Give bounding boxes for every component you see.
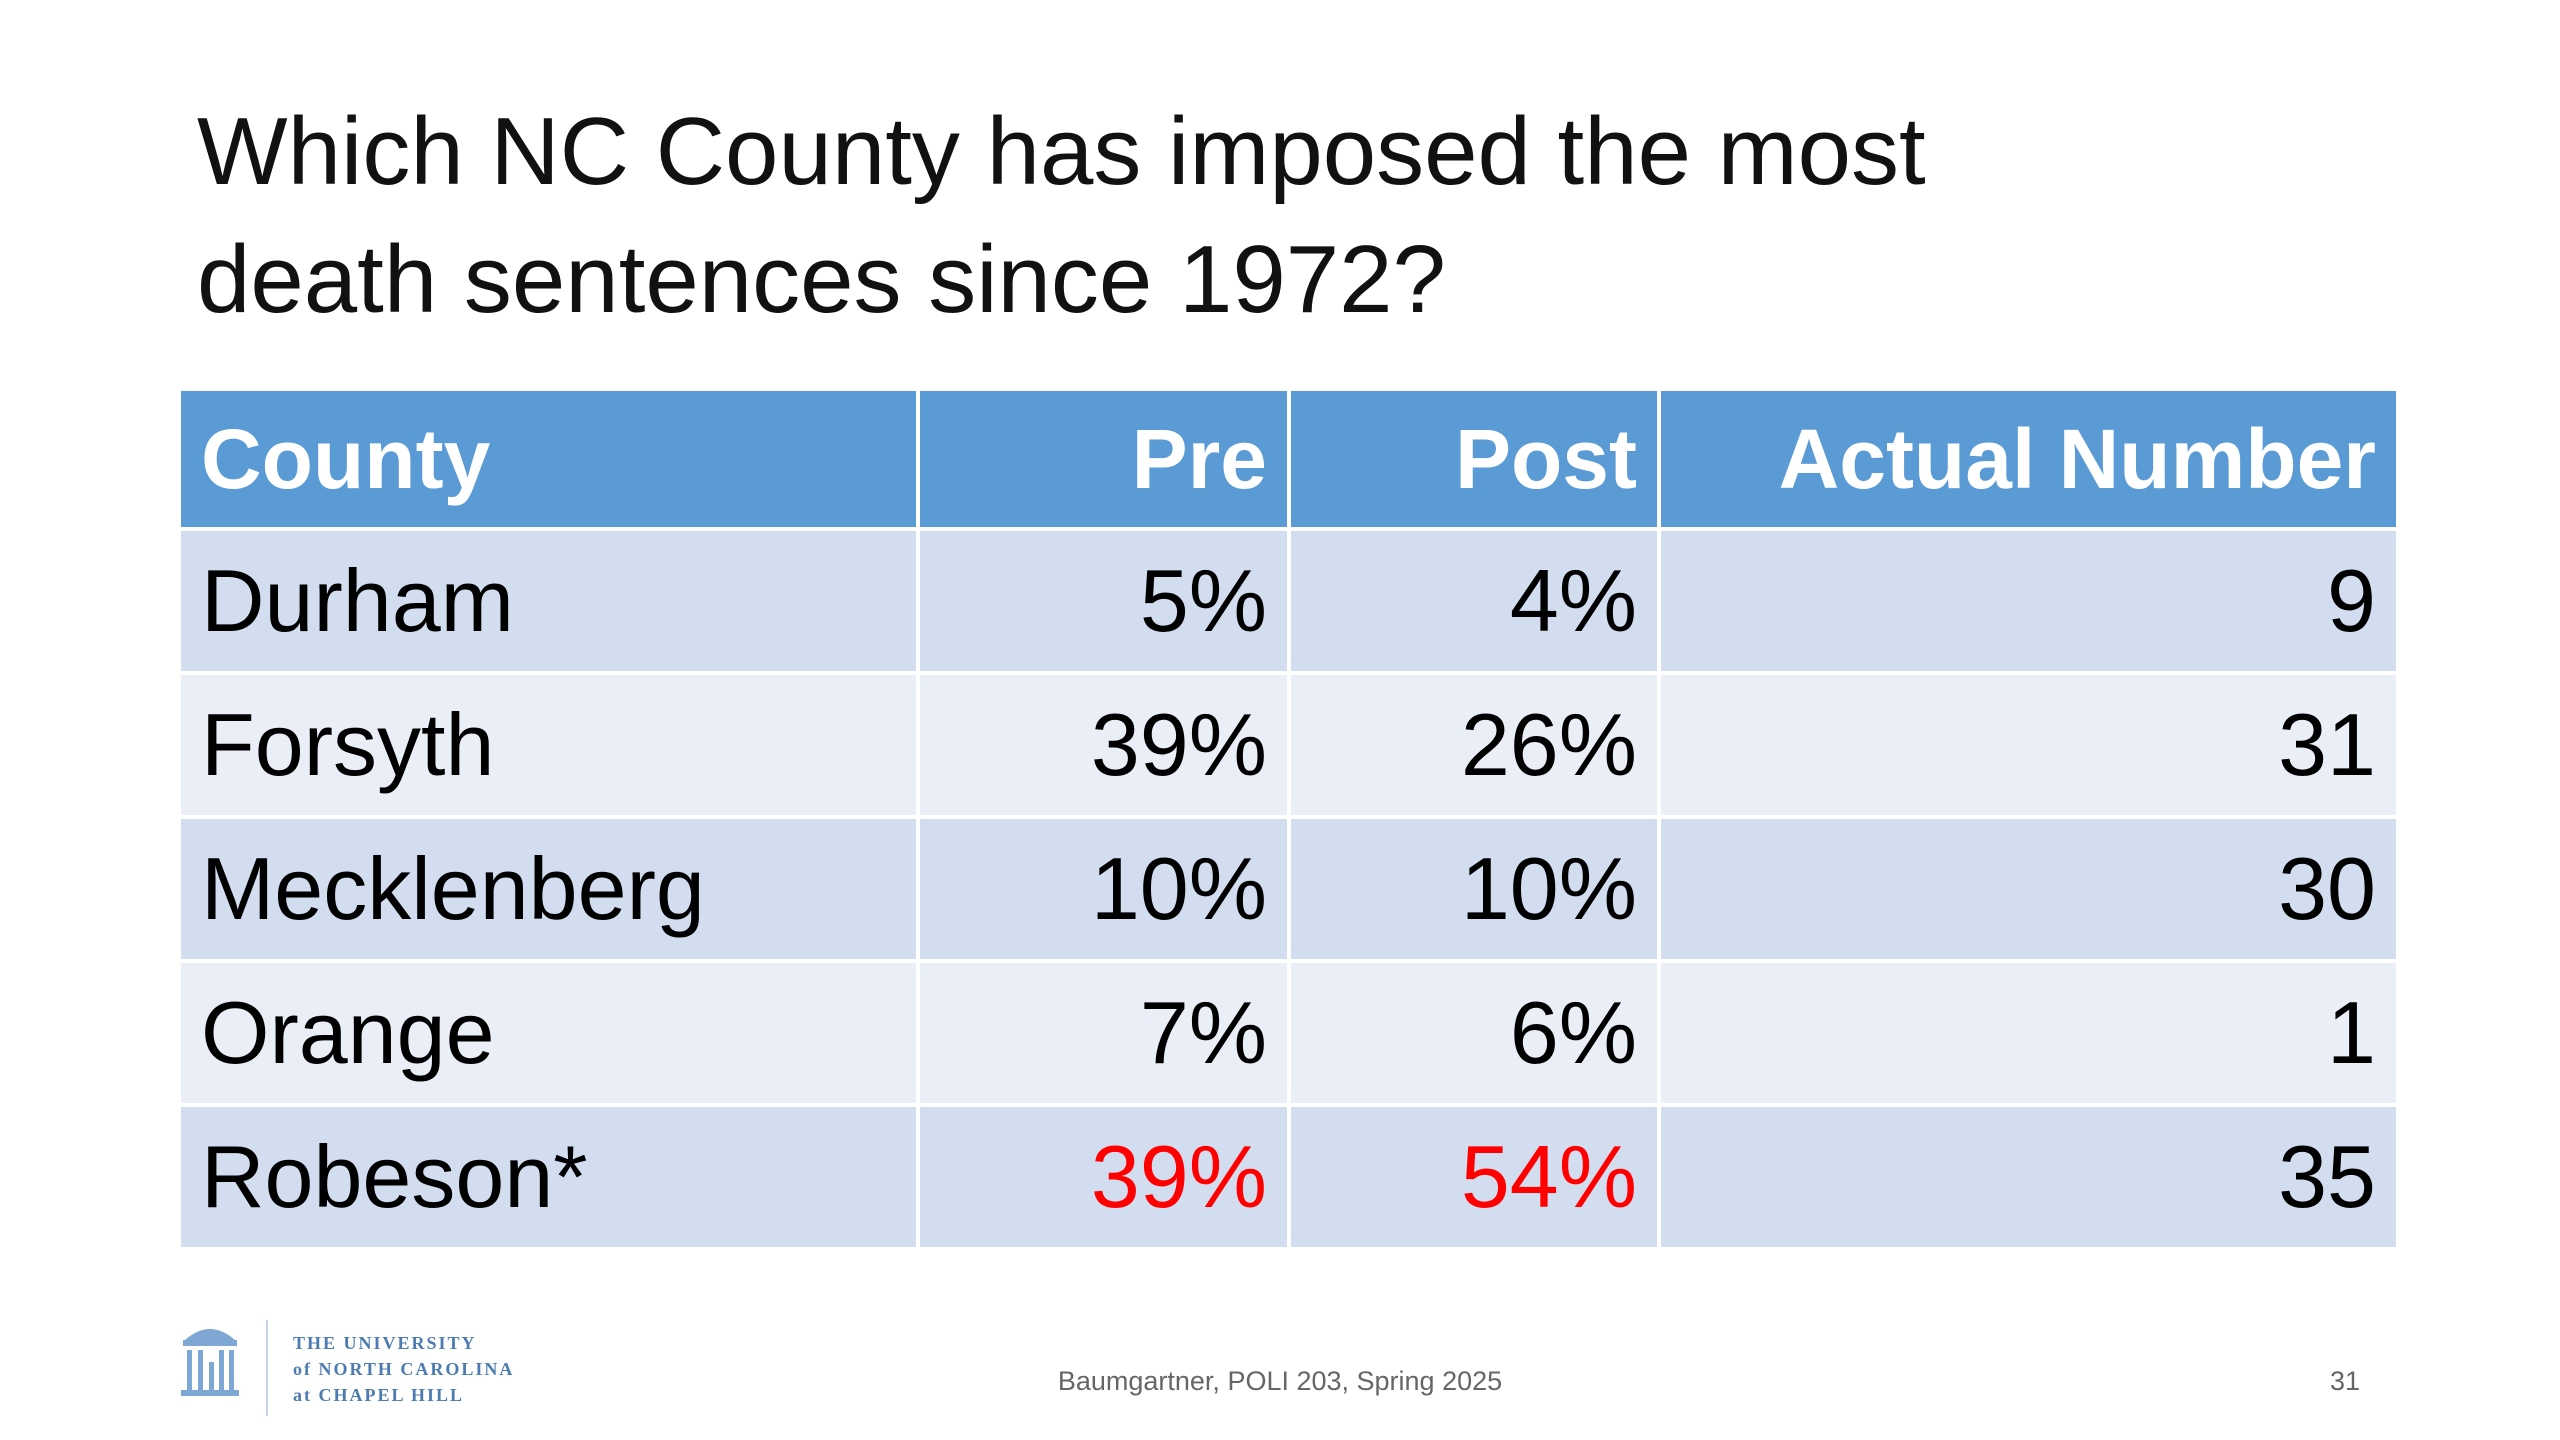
data-table: County Pre Post Actual Number Durham 5% 4%… (177, 387, 2400, 1251)
cell: Orange (177, 959, 920, 1107)
header-row: County Pre Post Actual Number (177, 387, 2400, 531)
cell: 5% (916, 527, 1291, 675)
unc-logo (181, 1320, 268, 1416)
cell: 39% (916, 671, 1291, 819)
page-number: 31 (2330, 1366, 2361, 1396)
cell: 7% (916, 959, 1291, 1107)
cell: 4% (1287, 527, 1661, 675)
cell: 54% (1287, 1103, 1661, 1251)
table-row: Forsyth 39% 26% 31 (177, 671, 2400, 819)
header-cell: County (177, 387, 920, 531)
logo-line: THE UNIVERSITY (293, 1333, 477, 1353)
slide-title: Which NC County has imposed the most dea… (197, 88, 1926, 344)
cell: Durham (177, 527, 920, 675)
cell: 39% (916, 1103, 1291, 1251)
title-line: death sentences since 1972? (197, 226, 1446, 333)
logo-text: THE UNIVERSITY of NORTH CAROLINA at CHAP… (293, 1330, 514, 1408)
citation: Baumgartner, POLI 203, Spring 2025 (1057, 1366, 1503, 1396)
cell: Mecklenberg (177, 815, 920, 963)
cell: 10% (1287, 815, 1661, 963)
cell: 26% (1287, 671, 1661, 819)
cell: Robeson* (177, 1103, 920, 1251)
logo-line: at CHAPEL HILL (293, 1385, 465, 1405)
logo-line: of NORTH CAROLINA (293, 1359, 515, 1379)
cell: 30 (1657, 815, 2400, 963)
cell: 35 (1657, 1103, 2400, 1251)
cell: 6% (1287, 959, 1661, 1107)
header-cell: Actual Number (1657, 387, 2400, 531)
table-row: Mecklenberg 10% 10% 30 (177, 815, 2400, 963)
table-row: Durham 5% 4% 9 (177, 527, 2400, 675)
cell: 1 (1657, 959, 2400, 1107)
header-cell: Pre (916, 387, 1291, 531)
title-line: Which NC County has imposed the most (197, 98, 1926, 205)
cell: Forsyth (177, 671, 920, 819)
table-row: Robeson* 39% 54% 35 (177, 1103, 2400, 1251)
cell: 9 (1657, 527, 2400, 675)
header-cell: Post (1287, 387, 1661, 531)
cell: 31 (1657, 671, 2400, 819)
cell: 10% (916, 815, 1291, 963)
table-row: Orange 7% 6% 1 (177, 959, 2400, 1107)
